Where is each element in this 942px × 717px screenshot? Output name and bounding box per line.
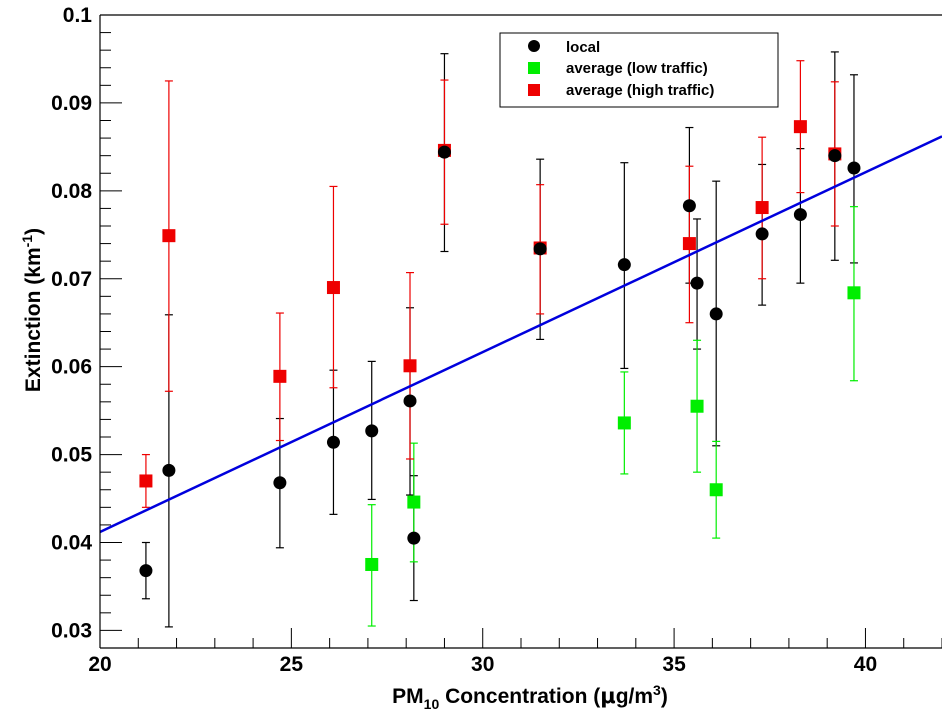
data-point-high-traffic [162,229,176,243]
legend-label-local: local [566,39,600,56]
legend-marker-local [528,40,540,52]
data-point-high-traffic [326,281,340,295]
data-point-high-traffic [403,359,417,373]
data-point-local [162,463,176,477]
fit-line [99,135,942,534]
data-point-high-traffic [755,201,769,215]
legend-label-high-traffic: average (high traffic) [566,82,714,99]
x-tick-label: 30 [471,653,494,676]
legend-label-low-traffic: average (low traffic) [566,60,708,77]
x-tick-label: 40 [854,653,877,676]
data-point-local [533,242,547,256]
y-tick-label: 0.1 [63,4,93,27]
data-point-high-traffic [139,474,153,488]
error-bars [141,51,858,628]
data-point-local [139,564,153,578]
data-point-local [690,276,704,290]
data-point-local [828,149,842,163]
legend: local average (low traffic) average (hig… [499,32,779,108]
data-point-local [403,394,417,408]
data-point-high-traffic [273,369,287,383]
data-point-local [709,307,723,321]
y-tick-label: 0.03 [51,619,92,642]
data-point-local [847,161,861,175]
data-point-high-traffic [682,237,696,251]
axes [99,14,942,649]
data-point-local [437,145,451,159]
data-point-low-traffic [617,416,631,430]
data-point-low-traffic [407,495,421,509]
y-axis-ticks: 0.03 0.04 0.05 0.06 0.07 0.08 0.09 0.1 [51,4,122,649]
data-point-local [793,208,807,222]
data-point-local [326,435,340,449]
y-tick-label: 0.08 [51,180,92,203]
legend-marker-high-traffic [528,84,540,96]
data-point-low-traffic [709,483,723,497]
data-point-low-traffic [365,557,379,571]
data-point-local [365,424,379,438]
x-tick-label: 25 [280,653,304,676]
y-axis-title: Extinction (km-1) [19,228,45,392]
data-point-local [407,531,421,545]
data-point-local [273,476,287,490]
x-tick-label: 35 [662,653,686,676]
fit-line-layer [99,135,942,534]
data-point-low-traffic [847,286,861,300]
data-markers [139,120,861,578]
data-point-low-traffic [690,399,704,413]
x-tick-label: 20 [88,653,111,676]
data-point-local [682,199,696,213]
x-axis-title: PM10 Concentration (μg/m3) [392,682,668,712]
y-tick-label: 0.04 [51,532,92,555]
y-tick-label: 0.05 [51,444,92,467]
y-tick-label: 0.06 [51,356,92,379]
y-tick-label: 0.07 [51,268,92,291]
data-point-local [617,258,631,272]
legend-marker-low-traffic [528,62,540,74]
data-point-high-traffic [793,120,807,134]
y-tick-label: 0.09 [51,92,92,115]
legend-box [499,32,779,108]
x-axis-ticks: 20 25 30 35 40 [88,628,942,676]
data-point-local [755,227,769,241]
